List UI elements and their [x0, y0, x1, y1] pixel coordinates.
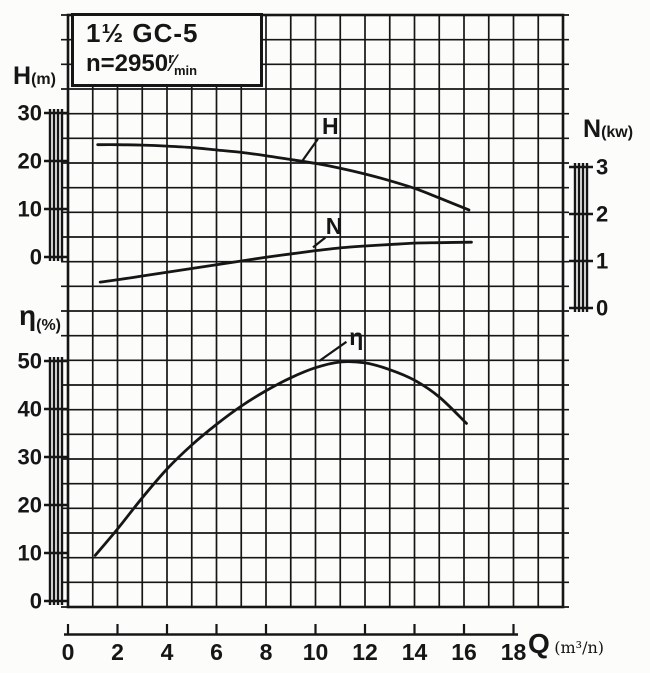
h-axis-tick-label: 0	[30, 245, 42, 270]
h-curve	[96, 143, 471, 212]
h-curve-label: H	[322, 113, 339, 139]
eta-axis-tick-label: 10	[18, 541, 42, 566]
n-axis-tick-label: 1	[596, 249, 608, 274]
h-axis-unit: (m)	[31, 71, 56, 88]
speed-unit-numerator: r	[168, 50, 174, 67]
plot-border	[66, 13, 565, 609]
h-axis-tick-label: 10	[18, 197, 42, 222]
eta-axis-tick-label: 0	[30, 589, 42, 614]
title-box: 1½ GC-5 n=2950r⁄min	[71, 13, 263, 87]
n-axis-unit: (kw)	[601, 124, 634, 141]
speed-value: n=2950	[86, 50, 169, 77]
h-axis-tick-label: 20	[18, 149, 42, 174]
eta-axis-tick-label: 50	[18, 349, 42, 374]
h-axis-symbol: H	[13, 62, 32, 90]
q-axis-tick-label: 10	[303, 639, 329, 665]
q-axis-tick-label: 12	[352, 639, 378, 665]
n-axis-tick-label: 2	[596, 202, 608, 227]
q-axis-tick-label: 4	[161, 639, 174, 665]
n-axis-symbol: N	[583, 115, 602, 143]
h-axis-title: H(m)	[13, 62, 56, 91]
eta-axis-title: η(%)	[19, 300, 61, 334]
q-axis-tick-label: 6	[210, 639, 223, 665]
eta-axis-tick-label: 30	[18, 445, 42, 470]
speed-unit-denominator: min	[173, 63, 198, 78]
n-curve-leader	[312, 236, 327, 249]
q-axis-tick-label: 16	[451, 639, 477, 665]
h-curve-leader	[300, 138, 319, 163]
q-axis-tick-label: 14	[402, 639, 428, 665]
n-curve	[98, 240, 473, 284]
q-axis-title: Q (m³/n)	[528, 628, 604, 660]
q-axis-tick-label: 18	[501, 639, 527, 665]
n-axis-title: N(kw)	[583, 115, 633, 144]
eta-curve-label: η	[349, 324, 363, 350]
fraction-slash: ⁄	[171, 50, 176, 77]
pump-speed: n=2950r⁄min	[86, 50, 260, 78]
eta-curve-leader	[318, 340, 348, 362]
eta-axis-tick-label: 40	[18, 397, 42, 422]
q-axis-tick-label: 0	[62, 639, 75, 665]
q-axis-symbol: Q	[528, 628, 550, 659]
eta-axis-unit: (%)	[36, 317, 61, 334]
n-axis-tick-label: 3	[596, 155, 608, 180]
h-axis-tick-label: 30	[18, 101, 42, 126]
q-axis-tick-label: 2	[111, 639, 124, 665]
q-axis-tick-label: 8	[260, 639, 273, 665]
pump-model: 1½ GC-5	[86, 18, 199, 48]
eta-curve	[93, 360, 468, 557]
eta-axis-tick-label: 20	[18, 493, 42, 518]
eta-axis-symbol: η	[19, 300, 37, 331]
n-curve-label: N	[326, 213, 343, 239]
q-axis-unit: (m³/n)	[554, 638, 604, 657]
n-axis-tick-label: 0	[596, 296, 608, 321]
